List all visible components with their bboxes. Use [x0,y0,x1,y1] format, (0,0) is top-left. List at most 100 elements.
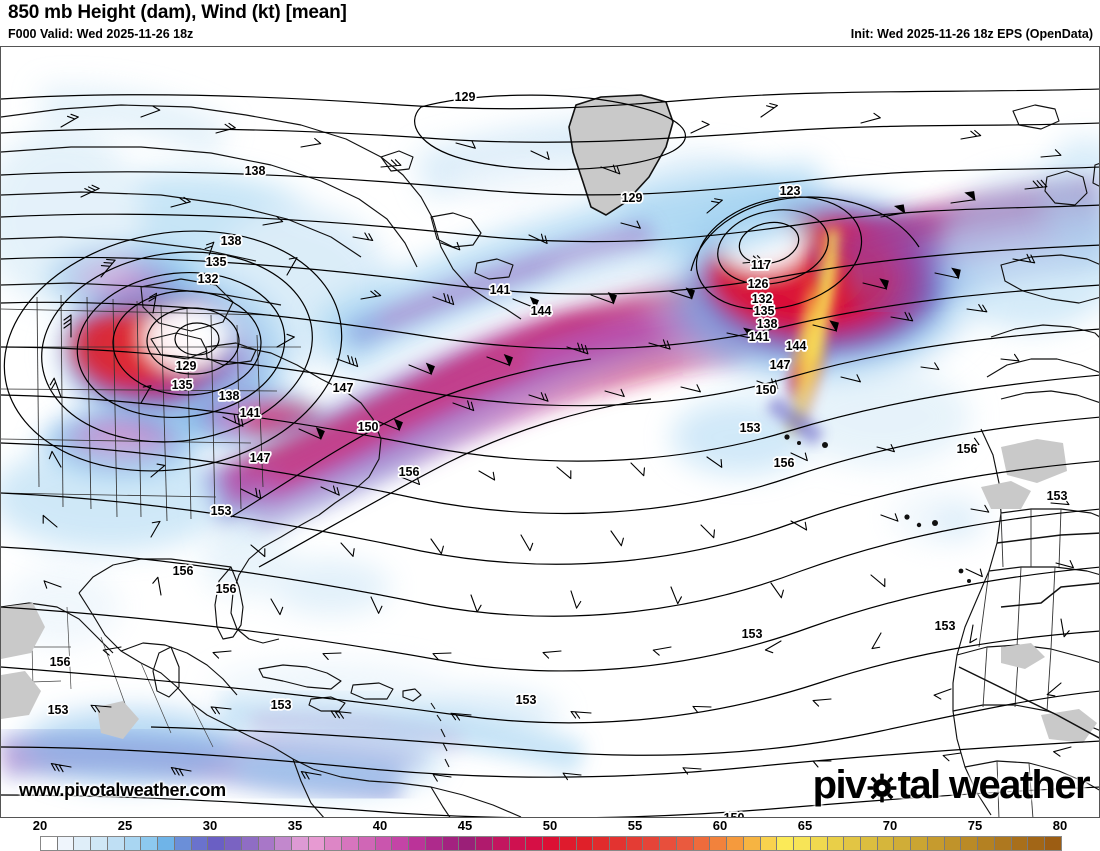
island-hispaniola [350,682,394,700]
coastline-canada-north [1,104,522,320]
colorbar-tick: 20 [32,818,48,833]
map-canvas[interactable]: 129 129 138 138 129 129 123 123 138 138 135 135 132 1… [0,46,1100,818]
colorbar-segment [978,837,995,850]
colorbar-segment [844,837,861,850]
colorbar-segment [375,837,393,850]
svg-text:156: 156 [957,442,978,456]
svg-text:147: 147 [333,381,354,395]
colorbar-segment [777,837,795,850]
init-time-label: Init: Wed 2025-11-26 18z EPS (OpenData) [850,27,1093,41]
colorbar-segment [425,837,443,850]
svg-text:147: 147 [333,381,354,395]
svg-text:144: 144 [531,304,552,318]
colorbar-segment [794,837,811,850]
svg-text:141: 141 [240,406,261,420]
colorbar-segment [877,837,895,850]
svg-text:135: 135 [206,255,227,269]
svg-text:153: 153 [211,504,232,518]
svg-text:153: 153 [742,627,763,641]
colorbar-tick: 80 [1052,818,1068,833]
svg-text:141: 141 [490,283,511,297]
svg-text:132: 132 [198,272,219,286]
colorbar-segment [158,837,175,850]
svg-text:153: 153 [211,504,232,518]
colorbar-segment [944,837,962,850]
colorbar-segment [292,837,309,850]
colorbar-segment [358,837,376,850]
colorbar-tick: 30 [202,818,218,833]
svg-text:126: 126 [748,277,769,291]
colorbar-segment [492,837,510,850]
gear-icon [867,770,897,803]
brand-text-part1: piv [812,763,868,807]
colorbar-segment [308,837,326,850]
svg-text:126: 126 [748,277,769,291]
colorbar-segment [576,837,594,850]
svg-text:141: 141 [240,406,261,420]
colorbar-segment [1028,837,1046,850]
svg-text:135: 135 [754,304,775,318]
page-title: 850 mb Height (dam), Wind (kt) [mean] [8,2,347,23]
svg-text:129: 129 [176,359,197,373]
svg-text:156: 156 [173,564,194,578]
svg-text:156: 156 [399,465,420,479]
colorbar-segment [626,837,644,850]
brand-logo: piv [812,763,1091,807]
svg-text:153: 153 [516,693,537,707]
svg-text:153: 153 [516,693,537,707]
colorbar-segment [174,837,192,850]
colorbar-segment [208,837,226,850]
colorbar-tick: 40 [372,818,388,833]
svg-text:138: 138 [219,389,240,403]
svg-text:138: 138 [245,164,266,178]
coastline-iberia [990,324,1099,338]
colorbar-segment [727,837,744,850]
svg-text:153: 153 [271,698,292,712]
brand-text-part2: tal weather [897,763,1091,807]
colorbar-segment [74,837,92,850]
colorbar-segment [342,837,359,850]
svg-text:117: 117 [751,258,771,272]
colorbar-segment [141,837,159,850]
svg-text:150: 150 [358,420,379,434]
coastline-central-america [78,592,314,770]
svg-text:129: 129 [176,359,197,373]
svg-text:156: 156 [50,655,71,669]
svg-text:156: 156 [216,582,237,596]
colorbar-segment [559,837,577,850]
svg-text:147: 147 [770,358,791,372]
svg-text:129: 129 [622,191,643,205]
colorbar-segment [760,837,778,850]
svg-text:156: 156 [173,564,194,578]
colorbar-segment [927,837,945,850]
svg-text:129: 129 [455,90,476,104]
colorbar-tick: 55 [627,818,643,833]
header: 850 mb Height (dam), Wind (kt) [mean] F0… [0,0,1100,46]
svg-text:135: 135 [754,304,775,318]
colorbar-segment [57,837,75,850]
island-cuba [258,664,342,690]
colorbar[interactable]: 20 25 30 35 40 45 50 55 60 65 70 75 80 [0,818,1100,851]
svg-text:138: 138 [245,164,266,178]
svg-text:150: 150 [358,420,379,434]
